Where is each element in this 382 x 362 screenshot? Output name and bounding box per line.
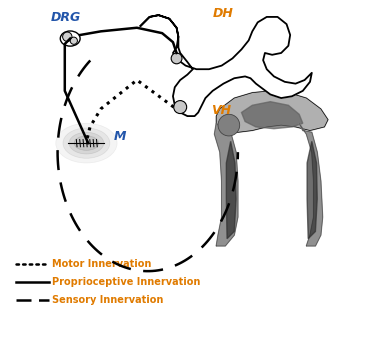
Ellipse shape <box>56 123 117 163</box>
Text: Proprioceptive Innervation: Proprioceptive Innervation <box>52 277 201 287</box>
Polygon shape <box>214 123 238 246</box>
Ellipse shape <box>69 132 104 154</box>
Circle shape <box>171 53 182 64</box>
Polygon shape <box>141 15 312 116</box>
Polygon shape <box>227 141 236 239</box>
Text: Sensory Innervation: Sensory Innervation <box>52 295 163 305</box>
Text: VH: VH <box>211 104 231 117</box>
Circle shape <box>218 114 240 136</box>
Text: Motor Innervation: Motor Innervation <box>52 259 152 269</box>
Polygon shape <box>299 123 323 246</box>
Ellipse shape <box>63 128 110 158</box>
Polygon shape <box>241 102 303 129</box>
Circle shape <box>63 32 72 41</box>
Text: DH: DH <box>213 7 233 20</box>
Text: M: M <box>113 130 126 143</box>
Circle shape <box>174 101 187 114</box>
Polygon shape <box>216 91 328 132</box>
Polygon shape <box>307 141 317 239</box>
Circle shape <box>70 37 78 44</box>
Text: DRG: DRG <box>50 10 81 24</box>
Ellipse shape <box>74 136 99 150</box>
Ellipse shape <box>60 31 80 46</box>
